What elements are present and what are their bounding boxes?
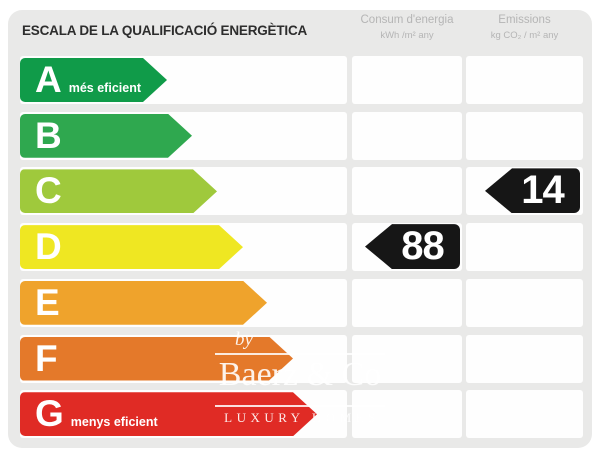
rating-arrow: D — [20, 225, 243, 269]
rating-letter: B — [35, 114, 62, 156]
emissions-column-unit: kg CO₂ / m² any — [490, 30, 559, 41]
emissions-column-header: Emissions kg CO₂ / m² any — [466, 14, 583, 41]
consum-column-label: Consum d'energia — [360, 14, 454, 26]
rating-efficiency-label: menys eficient — [70, 415, 158, 430]
watermark-bottom-line — [215, 405, 385, 407]
watermark-top-line — [215, 353, 385, 355]
rating-arrow: E — [20, 281, 267, 325]
consum-cell — [352, 334, 462, 383]
rating-efficiency-label: més eficient — [68, 81, 141, 95]
scale-row-d: D — [0, 223, 600, 272]
scale-row-b: B — [0, 111, 600, 160]
consum-rating-value: 88 — [401, 224, 444, 269]
emissions-cell — [466, 223, 583, 272]
scale-row-g: G menys eficient — [0, 390, 600, 439]
watermark-brand-name: Baerz & Co — [218, 356, 382, 393]
emissions-cell — [466, 111, 583, 160]
consum-cell — [352, 56, 462, 104]
rating-arrow: F — [20, 337, 293, 381]
rating-letter: F — [35, 337, 58, 379]
rating-arrow: G menys eficient — [20, 392, 317, 436]
consum-column-unit: kWh /m² any — [380, 30, 434, 41]
consum-column-header: Consum d'energia kWh /m² any — [352, 14, 462, 41]
rating-letter: G — [35, 393, 64, 435]
consum-cell — [352, 390, 462, 439]
emissions-cell — [466, 56, 583, 104]
rating-letter: D — [35, 226, 62, 268]
watermark-by-text: by — [235, 329, 253, 350]
rating-letter: E — [35, 281, 60, 323]
emissions-column-label: Emissions — [498, 14, 551, 26]
page-title: ESCALA DE LA QUALIFICACIÓ ENERGÈTICA — [22, 23, 308, 38]
scale-row-f: F — [0, 334, 600, 383]
scale-row-a: A més eficient — [0, 56, 600, 104]
consum-cell — [352, 278, 462, 327]
scale-row-c: C — [0, 167, 600, 216]
rating-arrow: C — [20, 169, 217, 213]
scale-row-e: E — [0, 278, 600, 327]
emissions-cell — [466, 390, 583, 439]
consum-cell — [352, 111, 462, 160]
emissions-cell — [466, 278, 583, 327]
rating-letter: A — [35, 59, 62, 100]
emissions-cell — [466, 334, 583, 383]
rating-arrow: B — [20, 114, 192, 158]
emissions-rating-value: 14 — [521, 168, 564, 213]
rating-letter: C — [35, 170, 62, 212]
baerz-watermark: by Baerz & Co LUXURY HOMES — [215, 326, 385, 436]
consum-cell — [352, 167, 462, 216]
watermark-tagline: LUXURY HOMES — [224, 410, 380, 425]
rating-arrow: A més eficient — [20, 58, 167, 102]
